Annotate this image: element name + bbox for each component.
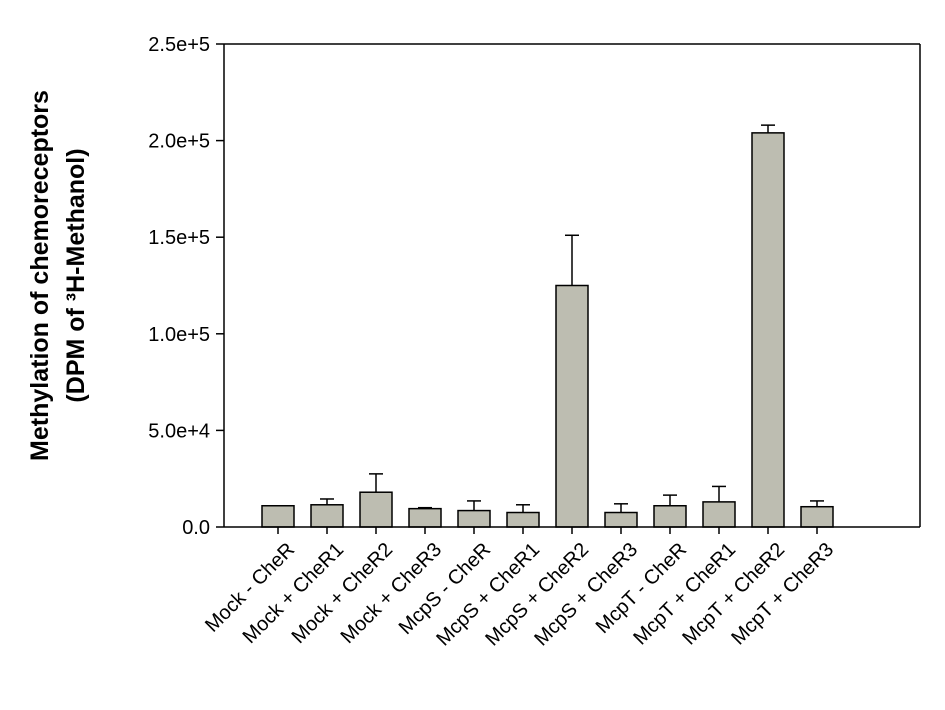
bar-8: [653, 504, 687, 528]
y-axis-label-line-1: Methylation of chemoreceptors: [26, 90, 54, 461]
y-tick-label-2: 1.0e+5: [148, 324, 210, 346]
y-tick-label-3: 1.5e+5: [148, 227, 210, 249]
bar-10: [751, 132, 785, 528]
bars: [261, 132, 834, 528]
bar-7: [604, 511, 638, 528]
bar-3: [408, 507, 442, 528]
bar-1: [310, 504, 344, 528]
bar-0: [261, 504, 295, 528]
y-axis-label-line-2: (DPM of ³H-Methanol): [62, 148, 90, 402]
bar-2: [359, 491, 393, 528]
y-tick-label-4: 2.0e+5: [148, 131, 210, 153]
y-tick-label-0: 0.0: [182, 517, 210, 539]
y-tick-label-5: 2.5e+5: [148, 34, 210, 56]
y-tick-label-1: 5.0e+4: [148, 420, 210, 442]
bar-6: [555, 284, 589, 528]
axes: [216, 43, 921, 534]
bar-11: [800, 505, 834, 528]
error-bars: [320, 124, 824, 513]
bar-9: [702, 501, 736, 528]
bar-4: [457, 509, 491, 528]
bar-5: [506, 511, 540, 528]
